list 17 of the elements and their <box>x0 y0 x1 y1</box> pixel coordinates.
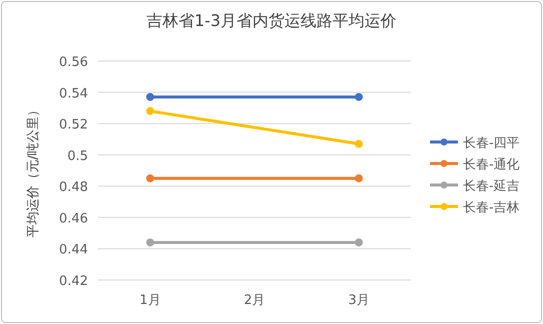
legend: 长春-吉林 <box>463 200 520 216</box>
xtick: 1月 <box>140 293 161 308</box>
ytick: 0.54 <box>59 86 88 102</box>
ytick: 0.46 <box>59 211 88 226</box>
title: 吉林省1-3月省内货运线路平均运价 <box>146 11 397 30</box>
ytick: 0.42 <box>59 274 88 289</box>
ytick: 0.56 <box>59 55 88 70</box>
ylabel: 平均运价（元/吨公里） <box>26 103 41 238</box>
legend: 长春-延吉 <box>463 179 520 194</box>
legend: 长春-通化 <box>463 158 520 172</box>
xtick: 3月 <box>348 293 370 308</box>
ytick: 0.52 <box>59 118 88 133</box>
ytick: 0.44 <box>59 242 88 258</box>
ytick: 0.5 <box>67 148 88 164</box>
ytick: 0.48 <box>59 180 88 196</box>
xtick: 2月 <box>244 293 266 308</box>
legend: 长春-四平 <box>463 136 520 151</box>
